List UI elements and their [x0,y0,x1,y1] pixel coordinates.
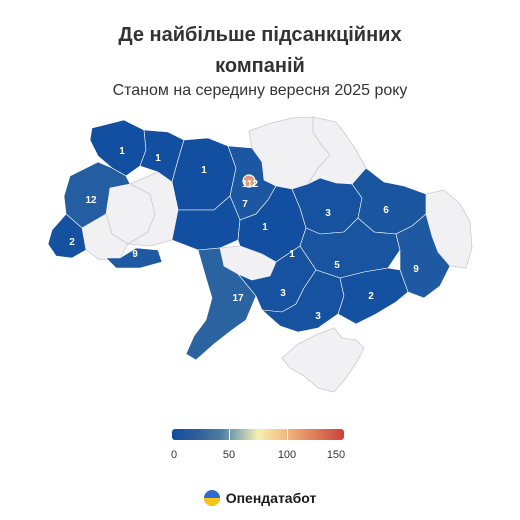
ukraine-choropleth-map: 1 1 1 112 7 12 3 6 1 2 1 9 5 9 17 3 2 3 [47,116,473,393]
region-donetsk[interactable] [395,213,451,299]
label-dnipropetrovsk: 5 [334,260,340,271]
label-mykolaiv: 3 [280,288,286,299]
region-lviv[interactable] [63,161,131,229]
region-zakarpattia[interactable] [47,213,87,259]
label-volyn: 1 [119,146,125,157]
region-crimea[interactable] [281,327,365,393]
label-donetsk: 9 [413,264,419,275]
region-volyn[interactable] [89,119,147,177]
brand-name: Опендатабот [225,490,317,506]
label-kyiv-city: 112 [242,179,259,190]
legend-label-50: 50 [222,449,236,461]
brand-logo-icon [203,490,220,506]
page-subtitle: Станом на середину вересня 2025 року [112,82,408,99]
legend-label-100: 100 [277,449,297,461]
region-odesa[interactable] [185,247,257,361]
page-title: Де найбільше підсанкційних компаній [0,20,520,82]
title-line-1: Де найбільше підсанкційних [118,24,402,46]
label-kharkiv: 6 [383,205,389,216]
label-kherson: 3 [315,311,321,322]
label-poltava: 3 [325,208,331,219]
region-zaporizhzhia[interactable] [337,267,409,325]
label-chernivtsi: 9 [132,249,138,260]
region-ivano-frankivsk[interactable] [81,213,129,261]
region-kyiv-city[interactable] [242,174,256,188]
legend-color-scale [172,429,344,440]
label-rivne: 1 [155,153,161,164]
label-kyiv-oblast: 7 [242,199,248,210]
legend-label-0: 0 [170,449,178,461]
legend-tick [229,428,230,441]
legend-label-150: 150 [326,449,346,461]
label-zakarpattia: 2 [69,237,75,248]
brand: Опендатабот [0,486,520,510]
label-cherkasy: 1 [262,222,268,233]
label-odesa: 17 [232,293,244,304]
label-vinnytsia: 1 [289,249,295,260]
legend-tick [287,428,288,441]
label-lviv: 12 [85,195,97,206]
label-zaporizhzhia: 2 [368,291,374,302]
region-chernivtsi[interactable] [105,247,163,269]
title-line-2: компаній [215,55,305,77]
label-zhytomyr: 1 [201,165,207,176]
